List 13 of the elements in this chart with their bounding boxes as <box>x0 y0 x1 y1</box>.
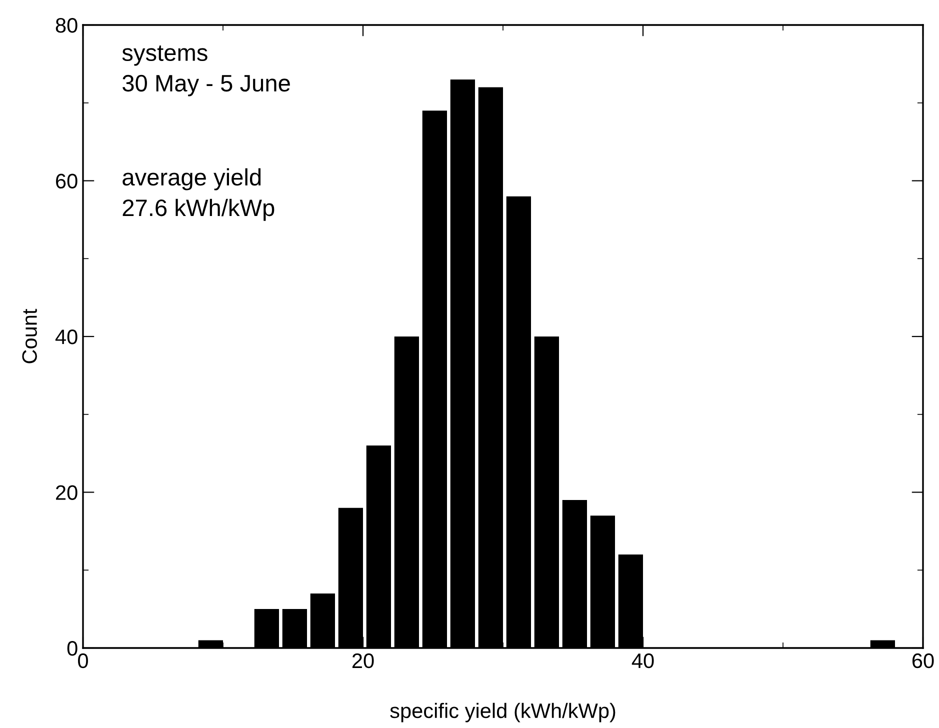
x-tick-label: 40 <box>632 653 654 668</box>
y-tick-label: 20 <box>56 485 78 500</box>
annotation: average yield 27.6 kWh/kWp <box>122 168 274 221</box>
y-tick-label: 60 <box>56 174 78 189</box>
annotation: systems 30 May - 5 June <box>122 46 290 96</box>
x-tick-label: 0 <box>78 653 88 668</box>
y-axis-title: Count <box>22 308 37 364</box>
y-tick-label: 0 <box>67 641 78 656</box>
x-axis-title: specific yield (kWh/kWp) <box>390 702 616 722</box>
y-tick-label: 80 <box>56 18 78 33</box>
y-tick-label: 40 <box>55 330 78 344</box>
x-tick-label: 20 <box>352 653 374 668</box>
x-tick-label: 60 <box>912 653 934 668</box>
